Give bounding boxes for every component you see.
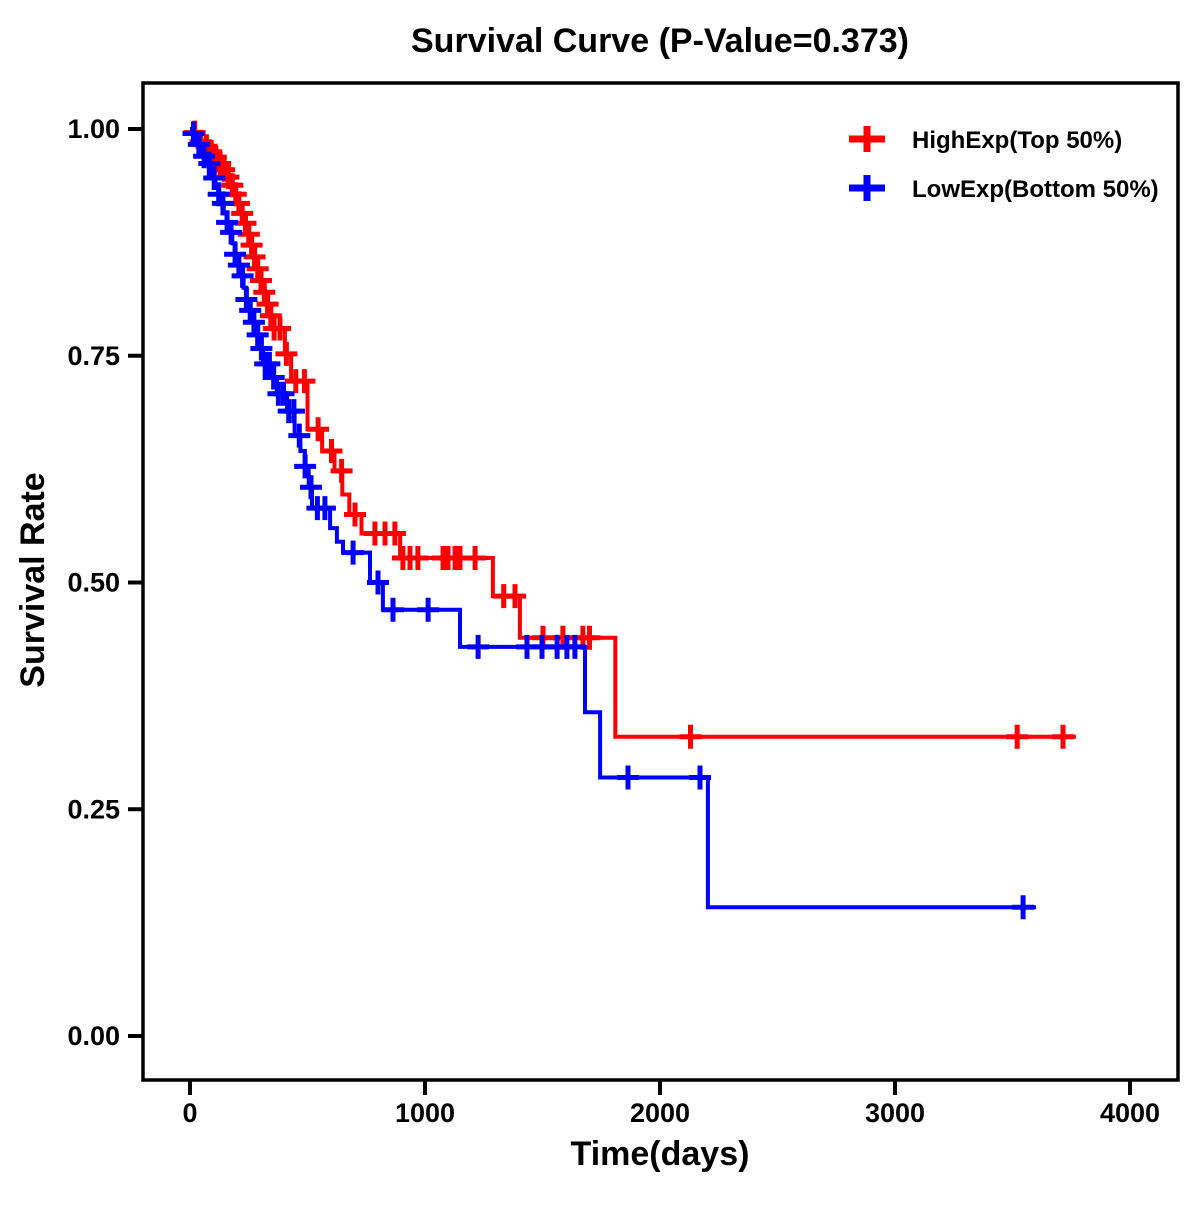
censor-mark xyxy=(464,546,487,570)
x-tick-label-1: 1000 xyxy=(395,1098,455,1128)
censor-mark xyxy=(320,439,343,463)
censor-mark xyxy=(342,540,365,565)
y-axis-label: Survival Rate xyxy=(14,472,52,687)
censor-mark xyxy=(235,287,258,312)
censor-mark xyxy=(259,303,282,328)
censor-mark xyxy=(330,458,353,483)
x-axis-label: Time(days) xyxy=(571,1135,750,1173)
censor-mark xyxy=(288,423,311,448)
chart-title: Survival Curve (P-Value=0.373) xyxy=(411,22,909,60)
censor-mark xyxy=(300,475,322,500)
x-tick-label-0: 0 xyxy=(182,1098,197,1128)
x-tick-label-3: 3000 xyxy=(865,1098,925,1128)
censor-mark xyxy=(240,233,263,258)
censor-mark xyxy=(367,570,389,595)
y-tick-label-4: 0.00 xyxy=(67,1021,120,1051)
censor-mark xyxy=(243,244,266,269)
censor-mark xyxy=(253,280,276,305)
censor-mark xyxy=(679,724,702,749)
censor-mark xyxy=(256,292,279,317)
censor-mark xyxy=(617,765,639,790)
censor-mark xyxy=(250,336,273,361)
y-tick-label-2: 0.50 xyxy=(67,568,120,598)
censor-mark xyxy=(417,597,440,622)
legend-label-lowexp: LowExp(Bottom 50%) xyxy=(912,176,1159,203)
censor-mark xyxy=(406,546,429,570)
censor-mark xyxy=(211,191,234,216)
y-tick-label-0: 1.00 xyxy=(67,114,120,144)
legend-label-highexp: HighExp(Top 50%) xyxy=(912,127,1122,154)
censor-mark xyxy=(246,256,269,281)
censor-mark xyxy=(231,263,254,288)
censor-mark xyxy=(198,151,221,176)
series-layer xyxy=(182,120,1076,920)
censor-mark xyxy=(293,369,316,394)
censor-mark xyxy=(344,502,366,527)
censor-mark xyxy=(242,310,265,335)
censor-mark xyxy=(307,417,330,442)
censor-mark xyxy=(203,166,226,190)
censor-mark xyxy=(224,242,247,267)
censor-mark xyxy=(258,351,281,376)
censor-mark xyxy=(294,454,317,479)
censor-mark xyxy=(262,365,285,390)
x-tick-label-4: 4000 xyxy=(1100,1098,1160,1128)
censor-mark xyxy=(504,584,526,609)
x-axis-ticks xyxy=(188,1080,1132,1095)
chart-legend: HighExp(Top 50%) LowExp(Bottom 50%) xyxy=(849,126,1159,203)
censor-mark xyxy=(227,253,250,278)
plus-censor-icon xyxy=(849,126,885,152)
censor-mark xyxy=(689,765,711,790)
censor-mark xyxy=(1006,724,1029,749)
censor-mark xyxy=(220,220,243,245)
censor-mark xyxy=(1012,895,1035,920)
censor-mark xyxy=(239,298,262,323)
censor-mark xyxy=(269,316,291,341)
censor-mark xyxy=(282,399,305,424)
censor-mark xyxy=(246,322,269,347)
censor-mark xyxy=(272,381,295,406)
censor-mark xyxy=(563,634,586,659)
censor-mark xyxy=(1052,724,1074,749)
y-tick-label-3: 0.25 xyxy=(67,794,120,824)
y-axis-ticks xyxy=(128,127,143,1038)
plot-frame xyxy=(141,81,1180,1082)
km-curve-highexp xyxy=(190,127,1076,739)
censor-mark xyxy=(578,625,601,650)
censor-mark xyxy=(275,341,298,366)
censor-mark xyxy=(250,268,272,293)
censor-mark xyxy=(234,211,257,236)
censor-mark xyxy=(383,521,406,546)
censor-mark xyxy=(313,496,336,521)
x-tick-label-2: 2000 xyxy=(630,1098,690,1128)
plus-censor-icon xyxy=(849,175,885,201)
censor-mark xyxy=(467,634,490,659)
y-tick-label-1: 0.75 xyxy=(67,341,120,371)
censor-mark xyxy=(382,597,404,622)
